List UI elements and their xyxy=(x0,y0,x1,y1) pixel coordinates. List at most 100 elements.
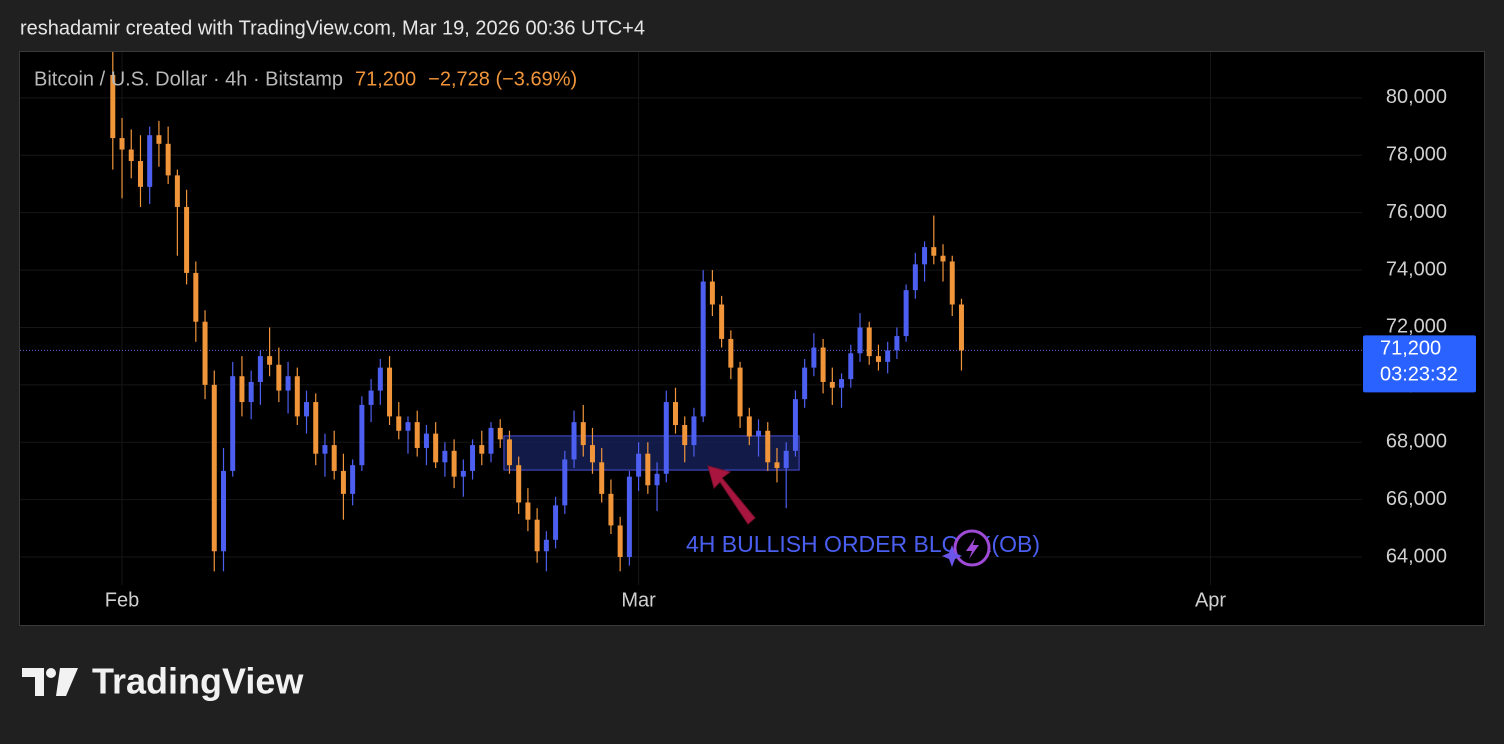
candle-body xyxy=(534,519,540,552)
candle-body xyxy=(294,376,300,417)
symbol-title: Bitcoin / U.S. Dollar · 4h · Bitstamp xyxy=(34,68,343,90)
candle-body xyxy=(922,247,928,265)
icon-bolt xyxy=(966,538,979,559)
candle-body xyxy=(903,290,909,337)
y-tick-label: 74,000 xyxy=(1386,258,1447,280)
candle-body xyxy=(839,379,845,388)
candle-body xyxy=(285,376,291,391)
candle-body xyxy=(423,433,429,448)
order-block xyxy=(503,435,800,471)
candle-body xyxy=(331,445,337,471)
candle-body xyxy=(746,416,752,437)
candle-body xyxy=(857,327,863,354)
price-tag xyxy=(1363,335,1476,393)
candle-body xyxy=(599,462,605,494)
candle-body xyxy=(562,459,568,506)
candle-body xyxy=(866,327,872,357)
candle-body xyxy=(626,476,632,557)
candle-body xyxy=(912,264,918,291)
y-tick-label: 78,000 xyxy=(1386,144,1447,166)
candle-body xyxy=(516,465,522,503)
y-tick-label: 80,000 xyxy=(1386,86,1447,108)
candle-body xyxy=(820,347,826,382)
candle-body xyxy=(783,450,789,469)
y-tick-label: 68,000 xyxy=(1386,431,1447,453)
candle-body xyxy=(211,384,217,552)
candle-body xyxy=(322,445,328,454)
candle-body xyxy=(488,427,494,454)
candle-body xyxy=(350,465,356,494)
price-change: −2,728 (−3.69%) xyxy=(428,68,577,90)
y-tick-label: 72,000 xyxy=(1386,316,1447,338)
candle-body xyxy=(949,261,955,305)
candle-body xyxy=(479,445,485,454)
candle-body xyxy=(829,381,835,388)
candle-body xyxy=(414,422,420,448)
candle-body xyxy=(359,404,365,466)
candle-body xyxy=(737,367,743,417)
candle-body xyxy=(276,364,282,391)
candle-body xyxy=(719,304,725,339)
candle-body xyxy=(525,502,531,520)
candle-body xyxy=(156,135,162,144)
candle-body xyxy=(119,138,125,150)
candle-body xyxy=(700,281,706,417)
y-tick-label: 76,000 xyxy=(1386,201,1447,223)
candle-body xyxy=(460,470,466,477)
candle-body xyxy=(165,143,171,176)
price-tag-label: 71,200 xyxy=(1380,338,1441,360)
last-price: 71,200 xyxy=(355,68,416,90)
candle-body xyxy=(756,430,762,437)
candle-body xyxy=(442,450,448,463)
candle-body xyxy=(257,356,263,382)
candle-body xyxy=(220,470,226,552)
candle-body xyxy=(267,356,273,365)
candle-body xyxy=(248,381,254,403)
candle-body xyxy=(765,430,771,463)
candle-body xyxy=(580,422,586,446)
candle-body xyxy=(193,272,199,322)
candle-body xyxy=(654,473,660,486)
candle-body xyxy=(589,445,595,463)
plot xyxy=(20,52,1362,572)
candle-body xyxy=(802,367,808,400)
candle-body xyxy=(608,493,614,526)
candle-body xyxy=(636,453,642,477)
candle-body xyxy=(377,367,383,391)
candle-body xyxy=(230,376,236,471)
candle-body xyxy=(617,525,623,557)
candle-body xyxy=(304,402,310,417)
brand: TradingView xyxy=(92,661,304,702)
candle-body xyxy=(433,433,439,463)
candle-body xyxy=(682,425,688,446)
logo xyxy=(22,668,78,696)
candle-body xyxy=(663,402,669,474)
header: reshadamir created with TradingView.com,… xyxy=(20,17,645,39)
candle-body xyxy=(709,281,715,305)
candle-body xyxy=(885,350,891,362)
candle-body xyxy=(497,427,503,440)
candle-body xyxy=(894,336,900,351)
candle-body xyxy=(931,247,937,256)
chart-frame xyxy=(19,51,1485,626)
x-tick-label: Apr xyxy=(1195,589,1226,611)
candle-body xyxy=(451,450,457,477)
sparkle xyxy=(942,545,962,567)
y-tick-label: 66,000 xyxy=(1386,488,1447,510)
candle-body xyxy=(202,321,208,385)
countdown: 03:23:32 xyxy=(1380,364,1458,386)
candle-body xyxy=(137,161,143,187)
candle-body xyxy=(110,74,116,139)
candle-body xyxy=(543,539,549,552)
candle-body xyxy=(792,399,798,451)
candle-body xyxy=(875,356,881,362)
candle-body xyxy=(470,445,476,471)
candle-body xyxy=(506,439,512,466)
candle-body xyxy=(645,453,651,486)
candle-body xyxy=(673,402,679,426)
candle-body xyxy=(174,175,180,207)
candle-body xyxy=(691,416,697,446)
candle-body xyxy=(848,353,854,380)
x-tick-label: Mar xyxy=(621,589,656,611)
